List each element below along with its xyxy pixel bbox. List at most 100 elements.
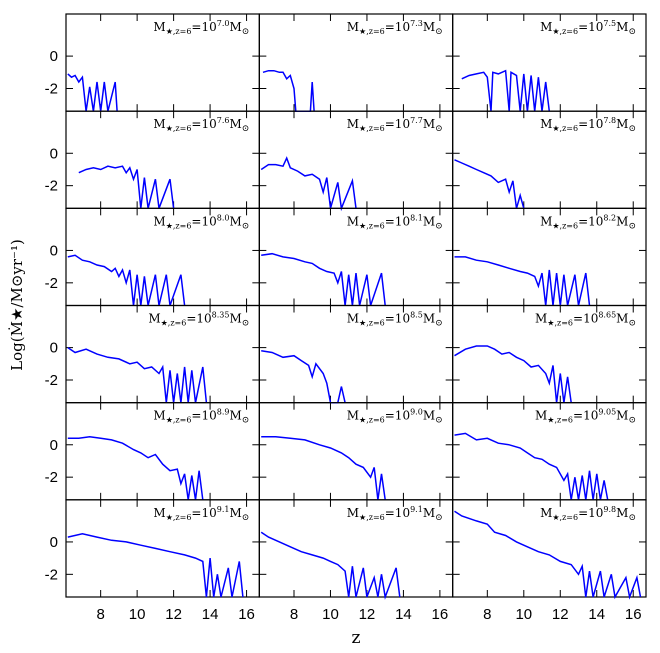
- label-unit-subscript: ⊙: [242, 124, 250, 134]
- label-base: =10: [578, 506, 603, 520]
- label-unit-subscript: ⊙: [628, 319, 636, 329]
- label-unit: M: [616, 312, 628, 326]
- label-unit-subscript: ⊙: [628, 416, 636, 426]
- panel-label: M★,z=6=108.65M⊙: [535, 311, 636, 329]
- y-tick-label: -2: [45, 372, 58, 389]
- label-unit-subscript: ⊙: [628, 221, 636, 231]
- data-line: [454, 345, 572, 403]
- label-unit: M: [616, 409, 628, 423]
- x-tick-label: 8: [96, 606, 104, 623]
- label-unit: M: [229, 409, 241, 423]
- label-unit: M: [423, 20, 435, 34]
- data-line: [454, 159, 525, 209]
- label-symbol: M: [153, 117, 165, 131]
- label-unit-subscript: ⊙: [435, 319, 443, 329]
- x-tick-label: 16: [625, 606, 642, 623]
- panel-label: M★,z=6=109.1M⊙: [153, 505, 249, 523]
- label-exponent: 8.1: [410, 213, 423, 222]
- y-tick-label: -2: [45, 80, 58, 97]
- label-unit: M: [616, 506, 628, 520]
- panel-label: M★,z=6=108.9M⊙: [153, 408, 249, 426]
- label-symbol: M: [540, 506, 552, 520]
- label-unit-subscript: ⊙: [628, 513, 636, 523]
- label-unit: M: [616, 117, 628, 131]
- label-unit-subscript: ⊙: [242, 221, 250, 231]
- label-subscript: ★,z=6: [161, 319, 187, 328]
- label-exponent: 7.3: [410, 19, 423, 28]
- label-unit: M: [616, 214, 628, 228]
- label-unit-subscript: ⊙: [628, 124, 636, 134]
- label-subscript: ★,z=6: [552, 513, 578, 522]
- label-unit-subscript: ⊙: [242, 513, 250, 523]
- label-unit-subscript: ⊙: [435, 416, 443, 426]
- label-unit: M: [229, 214, 241, 228]
- x-tick-label: 10: [515, 606, 532, 623]
- label-unit: M: [423, 214, 435, 228]
- label-exponent: 8.2: [603, 213, 616, 222]
- label-base: =10: [385, 117, 410, 131]
- label-exponent: 8.9: [217, 408, 230, 417]
- y-tick-label: -2: [45, 275, 58, 292]
- label-subscript: ★,z=6: [552, 27, 578, 36]
- label-unit: M: [423, 312, 435, 326]
- label-symbol: M: [540, 117, 552, 131]
- label-symbol: M: [153, 409, 165, 423]
- x-tick-label: 14: [588, 606, 605, 623]
- label-base: =10: [191, 409, 216, 423]
- label-base: =10: [385, 214, 410, 228]
- panel-label: M★,z=6=107.0M⊙: [153, 19, 249, 37]
- panel-label: M★,z=6=108.35M⊙: [148, 311, 249, 329]
- x-tick-label: 12: [359, 606, 376, 623]
- label-unit-subscript: ⊙: [435, 221, 443, 231]
- label-exponent: 8.0: [217, 213, 230, 222]
- label-symbol: M: [148, 312, 160, 326]
- y-tick-label: -2: [45, 178, 58, 195]
- label-unit-subscript: ⊙: [435, 124, 443, 134]
- label-exponent: 9.1: [410, 505, 423, 514]
- label-unit-subscript: ⊙: [242, 27, 250, 37]
- data-line: [454, 432, 609, 500]
- label-exponent: 7.0: [217, 19, 230, 28]
- panel-label: M★,z=6=107.5M⊙: [540, 19, 636, 37]
- panel-label: M★,z=6=107.3M⊙: [347, 19, 443, 37]
- label-base: =10: [385, 409, 410, 423]
- y-tick-label: 0: [50, 145, 58, 162]
- label-exponent: 8.65: [598, 311, 616, 320]
- y-tick-label: 0: [50, 48, 58, 65]
- label-base: =10: [578, 20, 603, 34]
- x-tick-label: 12: [165, 606, 182, 623]
- label-symbol: M: [347, 312, 359, 326]
- label-unit: M: [616, 20, 628, 34]
- y-axis-label: Log(Ṁ★/M⊙yr⁻¹): [8, 239, 26, 371]
- y-tick-label: 0: [50, 242, 58, 259]
- label-subscript: ★,z=6: [547, 416, 573, 425]
- data-line: [454, 256, 591, 306]
- x-tick-label: 8: [290, 606, 298, 623]
- y-tick-label: 0: [50, 534, 58, 551]
- data-line: [261, 435, 386, 500]
- data-line: [260, 156, 357, 212]
- label-exponent: 7.5: [603, 19, 616, 28]
- panel-label: M★,z=6=107.8M⊙: [540, 116, 636, 134]
- label-symbol: M: [540, 214, 552, 228]
- label-subscript: ★,z=6: [359, 221, 385, 230]
- label-unit: M: [423, 506, 435, 520]
- label-base: =10: [191, 117, 216, 131]
- data-line: [67, 254, 186, 306]
- data-line: [461, 69, 551, 112]
- label-base: =10: [578, 117, 603, 131]
- data-line: [78, 165, 175, 209]
- label-unit-subscript: ⊙: [435, 27, 443, 37]
- label-subscript: ★,z=6: [359, 416, 385, 425]
- data-line: [454, 510, 642, 600]
- label-unit: M: [423, 117, 435, 131]
- label-base: =10: [191, 20, 216, 34]
- label-base: =10: [573, 409, 598, 423]
- label-unit-subscript: ⊙: [242, 416, 250, 426]
- data-line: [67, 73, 118, 112]
- label-symbol: M: [153, 214, 165, 228]
- x-tick-label: 16: [432, 606, 449, 623]
- x-tick-label: 8: [483, 606, 491, 623]
- label-exponent: 9.0: [410, 408, 423, 417]
